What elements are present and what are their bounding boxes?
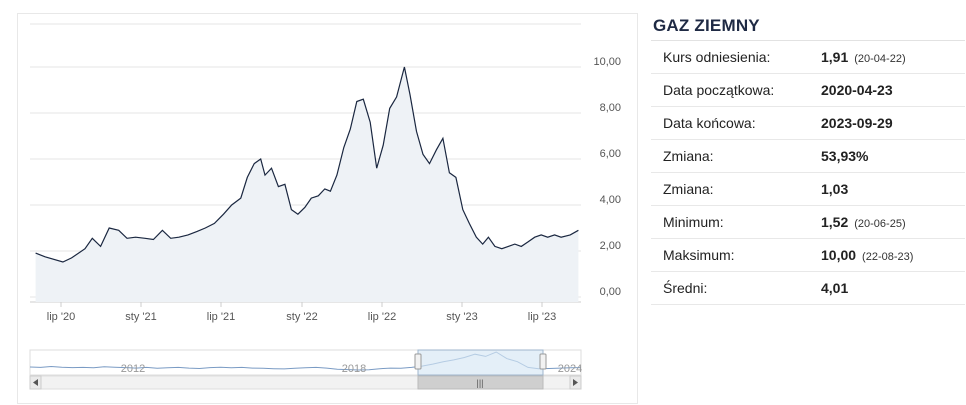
stats-label: Kurs odniesienia: [651,40,821,74]
x-tick-label: lip '23 [528,311,556,323]
stats-value: 2020-04-23 [821,82,893,98]
stats-row: Zmiana: 53,93% [651,139,965,173]
stats-date: (20-04-22) [854,53,906,65]
stats-value: 4,01 [821,280,849,296]
navigator-handle-left[interactable] [414,353,422,370]
stats-row: Maksimum: 10,00 (22-08-23) [651,238,965,272]
x-tick-label: lip '20 [47,311,75,323]
stats-label: Średni: [651,271,821,305]
stats-title: GAZ ZIEMNY [653,16,760,35]
stats-value-cell: 1,91 (20-04-22) [821,40,965,74]
stats-value: 1,03 [821,181,849,197]
stats-value-cell: 10,00 (22-08-23) [821,238,965,272]
stats-value-cell: 4,01 [821,271,965,305]
scrollbar-thumb[interactable] [417,375,544,390]
price-line [35,66,579,263]
stats-value-cell: 1,52 (20-06-25) [821,205,965,239]
stats-value: 2023-09-29 [821,115,893,131]
stats-label: Zmiana: [651,139,821,173]
stats-row: Data początkowa: 2020-04-23 [651,73,965,107]
stats-value: 10,00 [821,247,857,263]
y-tick-label: 8,00 [600,102,621,114]
price-area [35,67,579,302]
stats-value: 53,93% [821,148,869,164]
stats-label: Zmiana: [651,172,821,206]
y-tick-label: 4,00 [600,194,621,206]
arrow-right-icon [573,379,578,386]
y-tick-label: 6,00 [600,148,621,160]
x-tick-label: sty '22 [286,311,317,323]
navigator-selection[interactable] [417,349,544,376]
x-tick-label: lip '22 [368,311,396,323]
x-tick-label: sty '21 [125,311,156,323]
navigator-label: 2024 [558,363,582,375]
stats-value-cell: 2020-04-23 [821,73,965,107]
stats-row: Data końcowa: 2023-09-29 [651,106,965,140]
arrow-left-icon [33,379,38,386]
y-tick-label: 0,00 [600,286,621,298]
price-chart: 0,00 2,00 4,00 6,00 8,00 10,00 lip '20 sty '21… [29,23,621,390]
stats-label: Maksimum: [651,238,821,272]
stats-table: Kurs odniesienia: 1,91 (20-04-22) Data pocz… [651,40,965,305]
stats-label: Data końcowa: [651,106,821,140]
stats-label: Minimum: [651,205,821,239]
stats-date: (20-06-25) [854,218,906,230]
stats-value-cell: 1,03 [821,172,965,206]
y-axis: 0,00 2,00 4,00 6,00 8,00 10,00 [593,56,621,298]
stats-row: Kurs odniesienia: 1,91 (20-04-22) [651,40,965,74]
stats-value-cell: 53,93% [821,139,965,173]
grip-icon: ||| [476,378,483,388]
stats-panel: GAZ ZIEMNY Kurs odniesienia: 1,91 (20-04-2… [651,12,965,305]
navigator-label: 2018 [342,363,366,375]
stats-row: Średni: 4,01 [651,271,965,305]
navigator-handle-right[interactable] [539,353,547,370]
stats-row: Minimum: 1,52 (20-06-25) [651,205,965,239]
stats-row: Zmiana: 1,03 [651,172,965,206]
stats-value: 1,91 [821,49,849,65]
stats-value-cell: 2023-09-29 [821,106,965,140]
stats-label: Data początkowa: [651,73,821,107]
y-tick-label: 10,00 [593,56,621,68]
y-tick-label: 2,00 [600,240,621,252]
x-tick-label: sty '23 [446,311,477,323]
x-axis: lip '20 sty '21 lip '21 sty '22 lip '22 sty '… [47,302,556,323]
x-tick-label: lip '21 [207,311,235,323]
stats-date: (22-08-23) [862,251,914,263]
stats-value: 1,52 [821,214,849,230]
navigator[interactable]: 2012 2018 2024 ||| [29,349,582,390]
chart-panel: 0,00 2,00 4,00 6,00 8,00 10,00 lip '20 sty '21… [17,13,638,404]
navigator-label: 2012 [121,363,145,375]
